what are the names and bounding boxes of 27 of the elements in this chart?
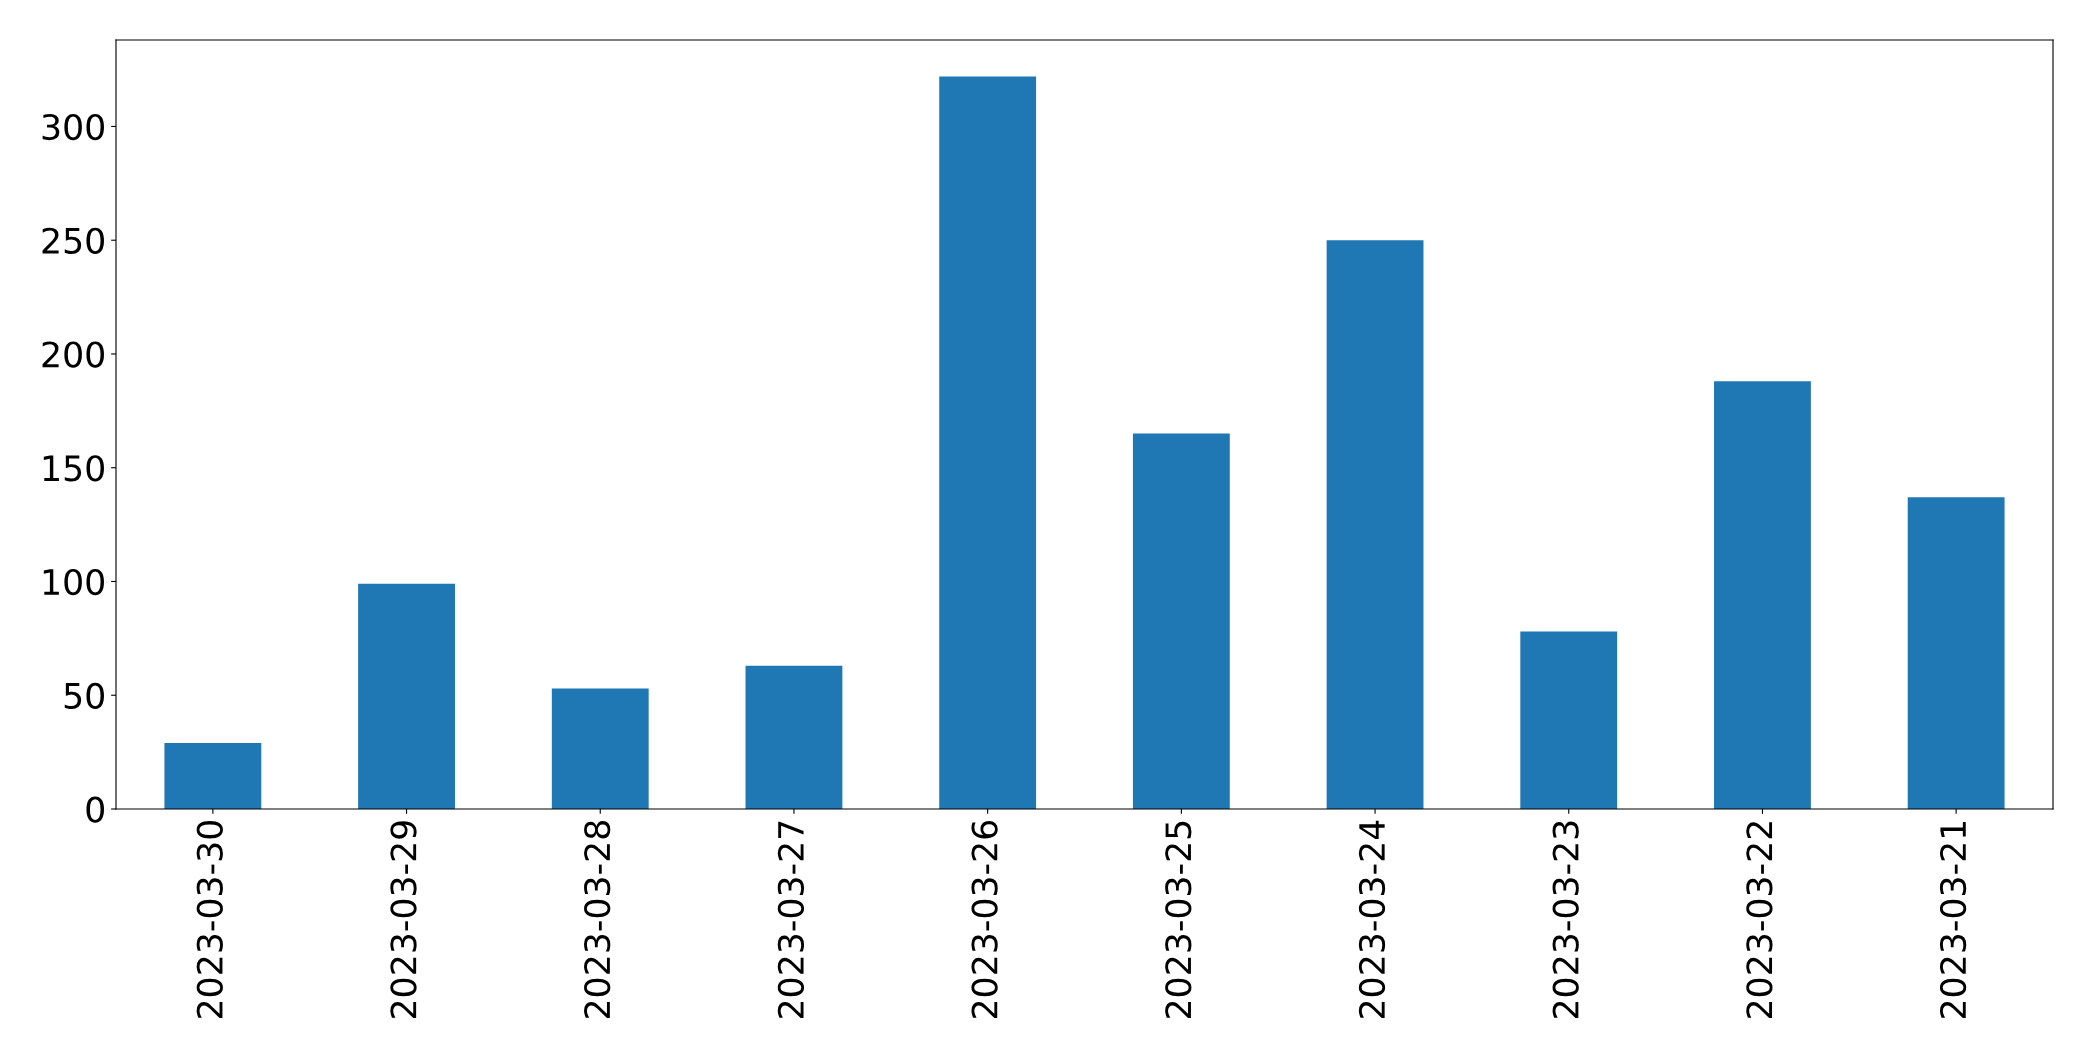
bar [1326,240,1424,809]
x-tick-label: 2023-03-27 [777,821,805,1018]
y-tick-label: 150 [43,455,104,482]
x-tick-label: 2023-03-23 [1552,821,1579,1018]
bar [939,76,1037,809]
x-tick-label: 2023-03-26 [971,820,998,1018]
x-tick-label: 2023-03-22 [1746,822,1773,1018]
x-tick-label: 2023-03-28 [584,821,611,1018]
bar [1907,497,2005,809]
y-tick-label: 300 [42,113,104,141]
x-tick-label: 2023-03-30 [196,821,223,1018]
bar [358,583,455,809]
x-tick-label: 2023-03-24 [1358,820,1386,1018]
bar [1714,381,1811,809]
y-tick-label: 0 [86,796,104,823]
x-tick-label: 2023-03-29 [390,821,417,1018]
bar [745,665,843,809]
y-tick-label: 100 [43,568,104,596]
y-tick-label: 250 [42,227,104,254]
y-tick-label: 200 [42,341,104,368]
bar [164,743,262,809]
x-tick-label: 2023-03-25 [1165,821,1192,1018]
bar [1132,433,1230,809]
x-tick-label: 2023-03-21 [1939,821,1967,1018]
bar [1520,631,1618,809]
bar [551,688,649,809]
y-tick-label: 50 [64,682,104,709]
